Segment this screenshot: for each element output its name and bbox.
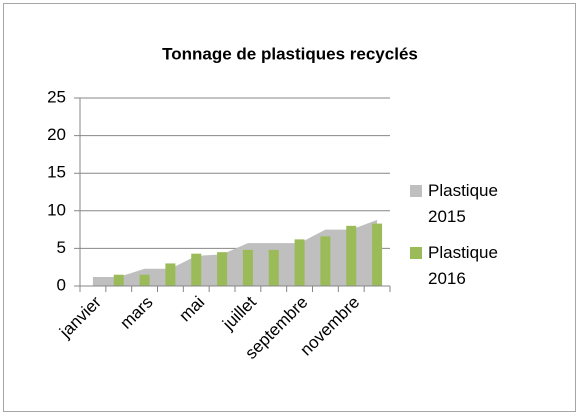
- bar: [242, 249, 253, 286]
- bar: [268, 249, 279, 286]
- chart-title: Tonnage de plastiques recyclés: [162, 44, 418, 63]
- y-tick-label: 15: [47, 163, 66, 182]
- y-tick-label: 10: [47, 200, 66, 219]
- bar: [139, 274, 150, 286]
- area: [92, 219, 378, 286]
- bar: [372, 223, 383, 286]
- y-tick-label: 20: [47, 125, 66, 144]
- bar: [113, 274, 124, 286]
- bar: [165, 263, 176, 286]
- bar: [191, 253, 202, 286]
- legend-label: Plastique 2016: [428, 243, 498, 288]
- legend-swatch: [410, 185, 422, 197]
- legend-item: Plastique 2016: [410, 240, 510, 292]
- chart-border: [3, 3, 576, 412]
- bar: [294, 239, 305, 286]
- legend: Plastique 2015 Plastique 2016: [410, 178, 510, 302]
- bar: [320, 236, 331, 286]
- bar: [217, 252, 228, 286]
- bar: [346, 225, 357, 286]
- y-tick-label: 5: [57, 238, 66, 257]
- legend-label: Plastique 2015: [428, 181, 498, 226]
- y-tick-label: 0: [57, 275, 66, 294]
- y-tick-label: 25: [47, 87, 66, 106]
- legend-swatch: [410, 247, 422, 259]
- legend-item: Plastique 2015: [410, 178, 510, 230]
